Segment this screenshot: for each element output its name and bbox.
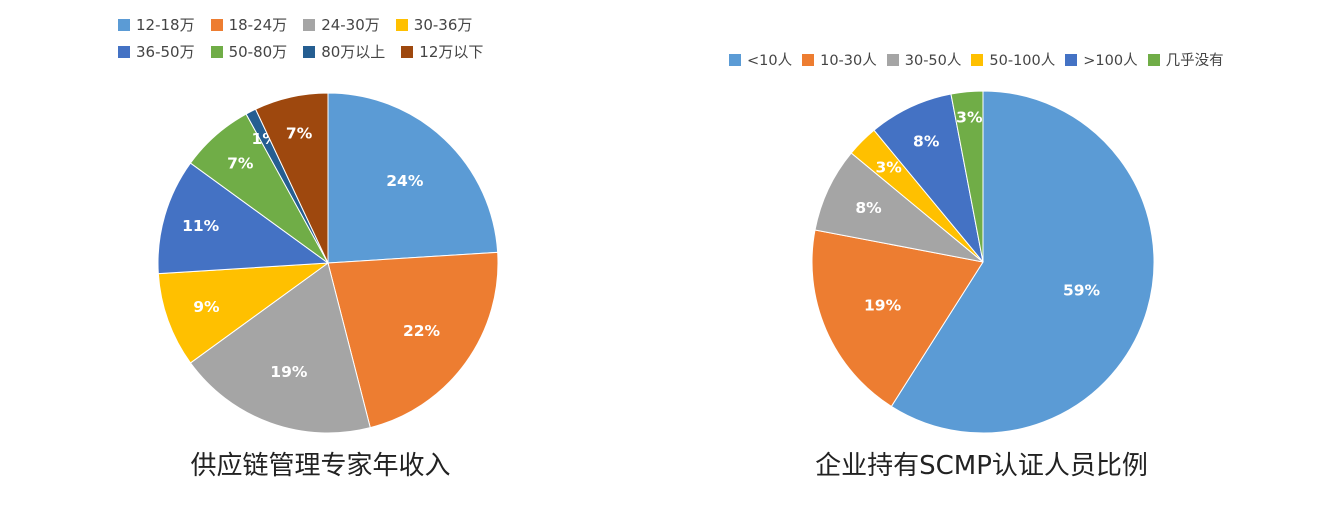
income-slice-label: 24% — [386, 172, 424, 190]
scmp-legend-swatch — [886, 53, 899, 66]
income-legend-item: 30-36万 — [395, 14, 473, 35]
scmp-legend-item: 50-100人 — [971, 49, 1055, 70]
scmp-chart-panel: <10人 10-30人 30-50人 50-100人 >100人 几乎没有 59% 19% 8… — [661, 0, 1322, 512]
income-legend-swatch — [118, 18, 130, 31]
income-legend-label: 50-80万 — [228, 43, 288, 61]
income-legend-label: 12-18万 — [136, 16, 195, 34]
income-chart-panel: 12-18万 18-24万 24-30万 30-36万 36-50万 50-80万 80万以… — [118, 14, 558, 481]
income-legend-swatch — [395, 18, 408, 31]
income-slice-label: 7% — [286, 125, 313, 143]
scmp-legend-label: <10人 — [747, 53, 793, 69]
scmp-legend-swatch — [729, 53, 741, 66]
income-legend-swatch — [303, 45, 316, 58]
income-slice-label: 11% — [182, 217, 220, 235]
scmp-slice — [950, 90, 984, 263]
income-chart-title: 供应链管理专家年收入 — [190, 451, 451, 481]
income-legend-swatch — [401, 45, 414, 58]
income-slice — [189, 262, 371, 434]
scmp-legend-item: 10-30人 — [802, 49, 877, 70]
income-slice — [157, 162, 330, 275]
scmp-slice — [811, 229, 984, 408]
income-legend-swatch — [210, 18, 223, 31]
scmp-legend-label: >100人 — [1083, 53, 1138, 69]
income-slice-label: 22% — [403, 322, 441, 340]
scmp-legend-label: 50-100人 — [989, 53, 1056, 69]
income-slice-label: 9% — [193, 298, 220, 316]
income-pie: 24%22%19%9%11%7%1% 7% — [157, 92, 499, 434]
scmp-legend-label: 10-30人 — [820, 53, 877, 69]
scmp-slice-label: 8% — [913, 132, 940, 150]
scmp-legend-item: <10人 — [729, 49, 792, 70]
income-slice — [327, 92, 499, 264]
scmp-legend-label: 30-50人 — [904, 53, 962, 69]
income-legend-item: 36-50万 — [118, 41, 195, 62]
scmp-legend: <10人 10-30人 30-50人 50-100人 >100人 几乎没有 — [729, 49, 1322, 70]
income-legend-item: 80万以上 — [303, 41, 385, 62]
income-legend-item: 18-24万 — [210, 14, 288, 35]
income-legend-swatch — [210, 45, 223, 58]
scmp-slice-label: 59% — [1063, 282, 1101, 300]
scmp-legend-label: 几乎没有 — [1165, 53, 1224, 69]
income-legend-label: 80万以上 — [321, 43, 386, 61]
scmp-slice-label: 3% — [956, 108, 983, 126]
income-legend-label: 24-30万 — [321, 16, 380, 34]
scmp-slice-label: 3% — [876, 159, 903, 177]
scmp-slice-label: 19% — [864, 296, 902, 314]
scmp-pie: 59% 19% 8% 3% 8% 3% — [811, 90, 1155, 434]
income-legend-swatch — [303, 18, 316, 31]
income-legend-label: 36-50万 — [136, 43, 195, 61]
scmp-slice — [890, 90, 1155, 434]
income-legend-label: 30-36万 — [413, 16, 473, 34]
scmp-legend-item: 几乎没有 — [1147, 49, 1224, 70]
income-slice-label: 19% — [270, 363, 308, 381]
scmp-legend-swatch — [1065, 53, 1078, 66]
scmp-chart-title: 企业持有SCMP认证人员比例 — [815, 451, 1148, 481]
income-slice — [254, 92, 329, 264]
income-legend-item: 12万以下 — [401, 41, 483, 62]
scmp-legend-item: >100人 — [1065, 49, 1138, 70]
income-legend-label: 12万以下 — [419, 43, 484, 61]
income-slice — [327, 251, 499, 429]
income-legend-item: 12-18万 — [118, 14, 195, 35]
scmp-legend-swatch — [971, 53, 984, 66]
income-slice-label: 7% — [227, 155, 254, 173]
income-legend: 12-18万 18-24万 24-30万 30-36万 36-50万 50-80万 80万以… — [118, 14, 558, 62]
income-legend-item: 50-80万 — [210, 41, 288, 62]
scmp-legend-swatch — [802, 53, 815, 66]
scmp-legend-swatch — [1147, 53, 1160, 66]
scmp-legend-item: 30-50人 — [886, 49, 962, 70]
income-legend-label: 18-24万 — [228, 16, 288, 34]
income-legend-item: 24-30万 — [303, 14, 380, 35]
income-legend-swatch — [118, 45, 130, 58]
income-slice — [157, 262, 330, 364]
scmp-slice-label: 8% — [855, 199, 882, 217]
